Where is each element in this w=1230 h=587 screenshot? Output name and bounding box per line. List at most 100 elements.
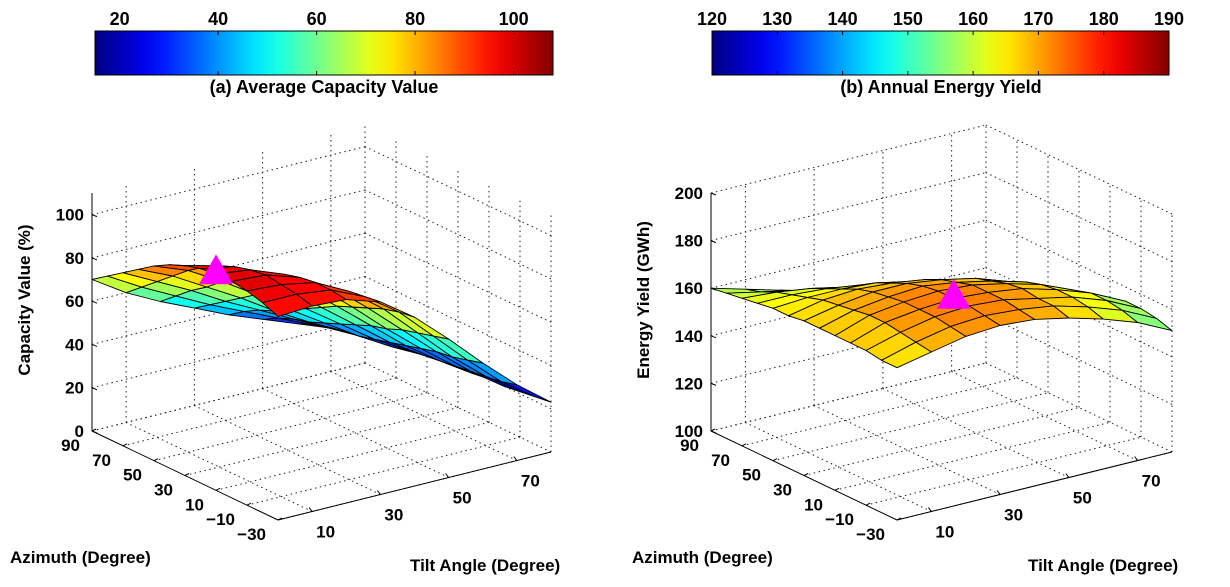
colorbar-tick-label: 180 — [1089, 9, 1119, 29]
colorbar-tick-label: 40 — [208, 9, 228, 29]
colorbar-tick-label: 150 — [893, 9, 923, 29]
azimuth-tick-label: −30 — [856, 525, 885, 544]
floor-gridline — [834, 421, 1111, 491]
panel-b-energy-yield: 120 130 140 150 160 170 180 190 (b) Annual Energ… — [632, 9, 1184, 575]
azimuth-tick — [834, 487, 840, 491]
azimuth-tick-label: −30 — [237, 525, 266, 544]
optimum-marker-triangle — [936, 279, 971, 309]
tilt-tick — [308, 507, 313, 512]
azimuth-tick-label: −10 — [825, 510, 854, 529]
colorbar-tick-label: 190 — [1154, 9, 1184, 29]
surface-patch — [500, 381, 552, 403]
colorbar-tick-label: 130 — [762, 9, 792, 29]
tilt-tick — [1134, 456, 1139, 461]
panel-title: (b) Annual Energy Yield — [840, 77, 1041, 97]
z-tick — [710, 192, 717, 196]
colorbar-tick-label: 80 — [405, 9, 425, 29]
z-axis-label: Energy Yield (GWh) — [634, 221, 653, 379]
z-axis-label: Capacity Value (%) — [15, 224, 34, 375]
tilt-tick-label: 30 — [384, 506, 403, 525]
tilt-tick — [1065, 473, 1070, 478]
surface-patch — [881, 341, 932, 369]
back-wall-gridline — [91, 146, 366, 216]
z-tick — [91, 300, 98, 304]
azimuth-tick — [865, 502, 871, 506]
tilt-tick — [445, 473, 450, 478]
azimuth-tick — [741, 443, 747, 447]
z-tick — [710, 240, 717, 244]
azimuth-tick — [772, 458, 778, 462]
floor-gridline — [882, 388, 1070, 478]
optimum-marker-triangle — [199, 254, 233, 285]
azimuth-tick-label: −10 — [206, 510, 235, 529]
tilt-tick-label: 10 — [316, 523, 335, 542]
tilt-tick-label: 50 — [1073, 489, 1092, 508]
z-tick — [91, 214, 98, 218]
tilt-tick-label: 30 — [1004, 506, 1023, 525]
back-wall-gridline — [710, 124, 987, 194]
azimuth-axis-label: Azimuth (Degree) — [632, 548, 773, 567]
colorbar-tick-label: 160 — [958, 9, 988, 29]
back-wall-gridline — [985, 124, 1173, 215]
z-tick — [710, 382, 717, 386]
z-tick-label: 100 — [56, 206, 84, 225]
azimuth-axis-label: Azimuth (Degree) — [10, 548, 151, 567]
z-tick-label: 120 — [675, 374, 703, 393]
z-tick — [710, 430, 717, 434]
azimuth-tick-label: 30 — [773, 481, 792, 500]
azimuth-tick — [91, 428, 97, 432]
azimuth-tick — [184, 473, 190, 476]
z-tick-label: 80 — [65, 249, 84, 268]
azimuth-tick — [215, 487, 221, 491]
tilt-tick — [996, 490, 1001, 495]
z-tick-label: 160 — [675, 279, 703, 298]
z-tick-label: 100 — [675, 422, 703, 441]
floor-gridline — [741, 377, 1018, 447]
floor-gridline — [184, 407, 459, 476]
azimuth-tick-label: 50 — [742, 466, 761, 485]
z-tick — [91, 387, 98, 391]
floor-gridline — [865, 436, 1142, 506]
tilt-tick-label: 70 — [1142, 472, 1161, 491]
floor-gridline — [215, 421, 490, 491]
tilt-axis-line — [277, 451, 552, 521]
tilt-tick — [513, 456, 518, 461]
floor-gridline — [91, 362, 366, 432]
floor-gridline — [246, 436, 521, 506]
colorbar-tick-label: 20 — [110, 9, 130, 29]
tilt-axis-label: Tilt Angle (Degree) — [1028, 556, 1178, 575]
azimuth-tick-label: 90 — [680, 436, 699, 455]
z-tick — [91, 257, 98, 261]
z-tick — [91, 343, 98, 347]
tilt-tick — [376, 490, 381, 495]
azimuth-tick — [246, 502, 252, 506]
tilt-tick-label: 70 — [521, 472, 540, 491]
azimuth-tick — [896, 517, 902, 521]
panel-title: (a) Average Capacity Value — [210, 77, 439, 97]
z-tick-label: 20 — [65, 379, 84, 398]
z-tick-label: 200 — [675, 184, 703, 203]
tilt-axis-label: Tilt Angle (Degree) — [410, 556, 560, 575]
floor-gridline — [153, 392, 428, 462]
azimuth-tick — [710, 428, 716, 432]
azimuth-tick-label: 70 — [92, 451, 111, 470]
azimuth-tick-label: 10 — [185, 495, 204, 514]
tilt-tick — [927, 507, 932, 512]
z-tick-label: 140 — [675, 327, 703, 346]
surface-patch — [262, 293, 313, 318]
azimuth-tick-label: 30 — [154, 481, 173, 500]
floor-gridline — [803, 407, 1080, 476]
z-tick — [710, 335, 717, 339]
tilt-tick-label: 50 — [453, 489, 472, 508]
floor-gridline — [122, 377, 397, 447]
back-wall-gridline — [364, 189, 552, 280]
tilt-tick-label: 10 — [935, 523, 954, 542]
floor-gridline — [710, 362, 987, 432]
azimuth-tick — [153, 458, 159, 462]
back-wall-gridline — [91, 319, 366, 389]
colorbar — [94, 30, 554, 76]
floor-gridline — [772, 392, 1049, 462]
azimuth-tick — [803, 473, 809, 476]
